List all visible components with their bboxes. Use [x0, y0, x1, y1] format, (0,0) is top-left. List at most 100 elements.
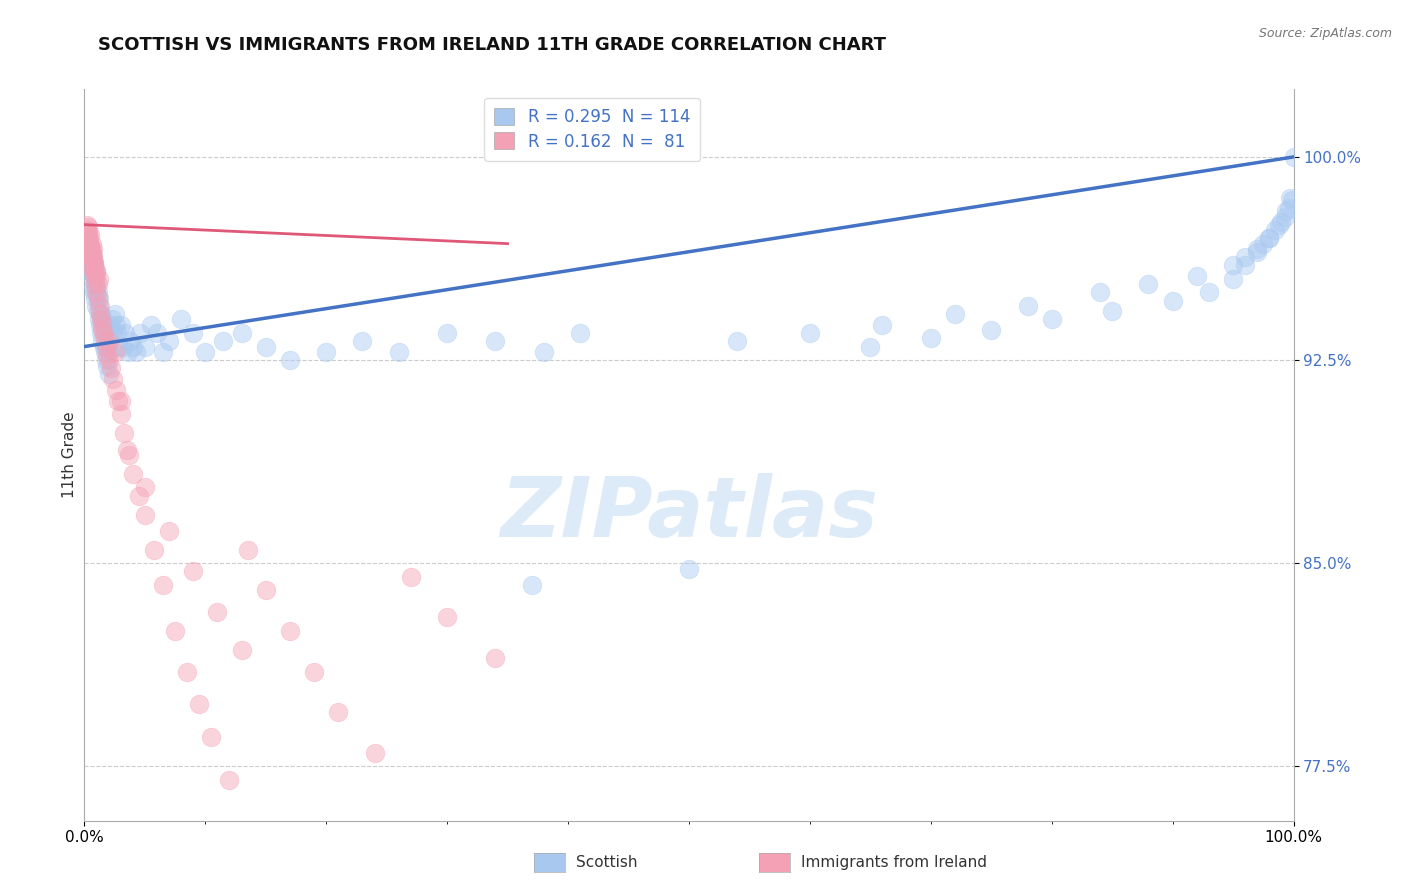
Point — [121, 340, 143, 354]
Point — [80, 258, 103, 272]
Point — [80, 272, 103, 286]
Text: ZIPatlas: ZIPatlas — [501, 473, 877, 554]
Point — [83, 255, 105, 269]
Point — [943, 307, 966, 321]
Point — [302, 665, 325, 679]
Point — [236, 542, 259, 557]
Point — [152, 578, 174, 592]
Point — [86, 291, 108, 305]
Point — [86, 277, 108, 292]
Point — [96, 359, 118, 373]
Point — [87, 299, 110, 313]
Point — [97, 353, 120, 368]
Point — [134, 340, 156, 354]
Point — [77, 244, 100, 259]
Point — [188, 697, 211, 711]
Y-axis label: 11th Grade: 11th Grade — [62, 411, 77, 499]
Point — [278, 624, 301, 638]
Point — [83, 269, 105, 284]
Point — [1101, 304, 1123, 318]
Point — [77, 258, 100, 272]
Point — [90, 307, 112, 321]
Point — [77, 236, 100, 251]
Point — [1246, 242, 1268, 256]
Point — [80, 258, 103, 272]
Point — [1270, 215, 1292, 229]
Point — [1185, 269, 1208, 284]
Point — [388, 345, 411, 359]
Point — [134, 480, 156, 494]
Point — [98, 318, 121, 332]
Point — [89, 299, 111, 313]
Point — [120, 334, 142, 348]
Point — [96, 348, 118, 362]
Point — [75, 231, 97, 245]
Point — [93, 318, 115, 332]
Point — [94, 345, 117, 359]
Point — [76, 236, 98, 251]
Point — [231, 643, 253, 657]
Point — [520, 578, 543, 592]
Point — [90, 312, 112, 326]
Point — [82, 280, 104, 294]
Point — [94, 331, 117, 345]
Point — [980, 323, 1002, 337]
Point — [80, 244, 103, 259]
Point — [200, 730, 222, 744]
Point — [86, 280, 108, 294]
Point — [82, 250, 104, 264]
Point — [315, 345, 337, 359]
Point — [1264, 223, 1286, 237]
Point — [725, 334, 748, 348]
Point — [114, 326, 136, 340]
Point — [165, 624, 187, 638]
Point — [80, 244, 103, 259]
Point — [1040, 312, 1063, 326]
Point — [94, 353, 117, 368]
Point — [86, 269, 108, 284]
Point — [181, 326, 204, 340]
Point — [82, 250, 104, 264]
Point — [86, 285, 108, 300]
Legend: R = 0.295  N = 114, R = 0.162  N =  81: R = 0.295 N = 114, R = 0.162 N = 81 — [484, 97, 700, 161]
Point — [218, 772, 240, 787]
Point — [86, 285, 108, 300]
Point — [89, 318, 111, 332]
Point — [399, 570, 422, 584]
Text: Source: ZipAtlas.com: Source: ZipAtlas.com — [1258, 27, 1392, 40]
Point — [79, 239, 101, 253]
Point — [80, 247, 103, 261]
Point — [86, 304, 108, 318]
Point — [157, 334, 180, 348]
Point — [77, 244, 100, 259]
Point — [96, 340, 118, 354]
Point — [920, 331, 942, 345]
Point — [76, 223, 98, 237]
Point — [1246, 244, 1268, 259]
Point — [278, 353, 301, 368]
Point — [1161, 293, 1184, 308]
Point — [104, 345, 127, 359]
Point — [484, 651, 506, 665]
Point — [110, 407, 132, 421]
Point — [83, 258, 105, 272]
Point — [328, 706, 350, 720]
Point — [103, 372, 125, 386]
Point — [194, 345, 217, 359]
Point — [152, 345, 174, 359]
Point — [87, 291, 110, 305]
Point — [436, 610, 458, 624]
Point — [1278, 190, 1301, 204]
Point — [86, 263, 108, 277]
Point — [254, 340, 277, 354]
Point — [1281, 194, 1303, 208]
Point — [76, 228, 98, 243]
Text: Scottish: Scottish — [576, 855, 638, 870]
Point — [176, 665, 198, 679]
Point — [112, 340, 135, 354]
Point — [872, 318, 894, 332]
Point — [1258, 231, 1281, 245]
Point — [79, 250, 101, 264]
Point — [129, 326, 152, 340]
Point — [91, 323, 114, 337]
